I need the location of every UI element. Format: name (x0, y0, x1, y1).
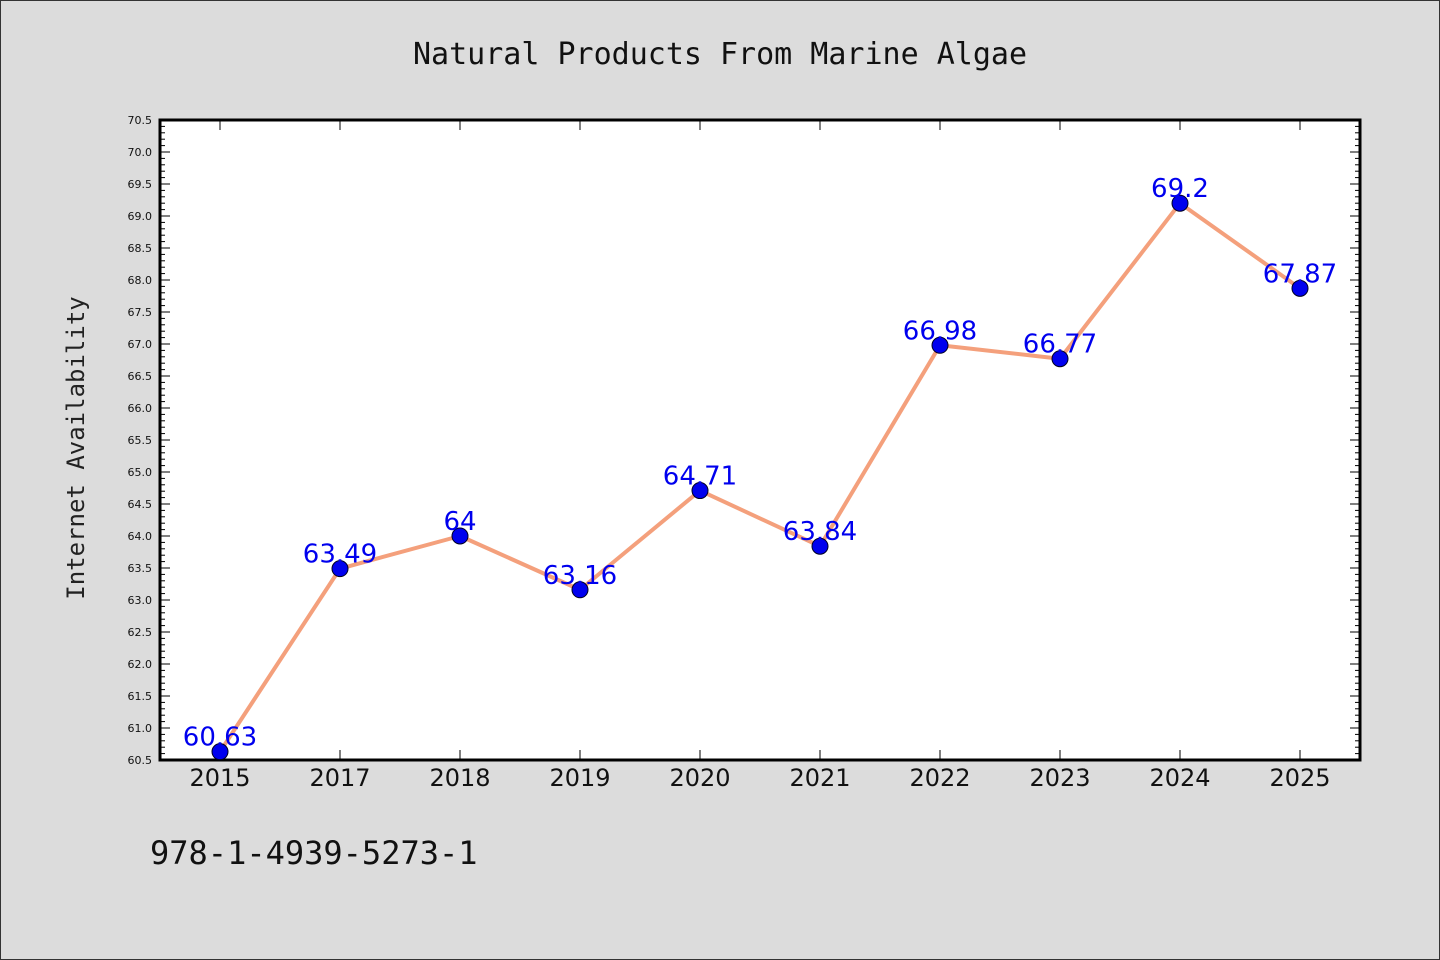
data-label: 66.77 (1023, 330, 1097, 360)
isbn-footer: 978-1-4939-5273-1 (150, 834, 478, 872)
y-tick-label: 65.5 (128, 434, 153, 447)
data-point (211, 743, 229, 761)
data-label: 64 (443, 507, 476, 537)
x-tick-label: 2020 (669, 764, 730, 792)
y-tick-label: 66.0 (128, 402, 153, 415)
data-point (811, 537, 829, 555)
data-label: 67.87 (1263, 259, 1337, 289)
data-label: 66.98 (903, 316, 977, 346)
data-point (451, 527, 469, 545)
data-label: 63.49 (303, 540, 377, 570)
y-tick-label: 66.5 (128, 370, 153, 383)
series-line (218, 201, 1302, 753)
y-tick-label: 62.0 (128, 658, 153, 671)
x-tick-label: 2015 (189, 764, 250, 792)
x-axis: 2015 2017 2018 2019 2020 2021 2022 2023 2024 2025 (189, 120, 1331, 792)
y-tick-label: 60.5 (128, 754, 153, 767)
y-tick-label: 69.0 (128, 210, 153, 223)
data-point (331, 560, 349, 578)
y-axis: 60.5 61.0 61.5 62.0 62.5 63.0 63.5 64.0 64.5 65.0… (128, 114, 1360, 767)
y-tick-label: 61.0 (128, 722, 153, 735)
y-tick-label: 65.0 (128, 466, 153, 479)
y-tick-label: 70.5 (128, 114, 153, 127)
x-tick-label: 2019 (549, 764, 610, 792)
data-point (571, 581, 589, 599)
data-point (691, 482, 709, 500)
data-label-group: 60.63 63.49 64 63.16 64.71 63.84 66.98 66.77 69.… (183, 174, 1337, 752)
data-label: 69.2 (1151, 174, 1209, 204)
y-tick-label: 67.5 (128, 306, 153, 319)
y-tick-label: 64.5 (128, 498, 153, 511)
x-tick-label: 2022 (909, 764, 970, 792)
plot-area (158, 118, 1362, 762)
series-marker-group (211, 194, 1309, 761)
x-tick-label: 2021 (789, 764, 850, 792)
y-tick-label: 63.5 (128, 562, 153, 575)
data-label: 63.16 (543, 561, 617, 591)
y-tick-label: 68.0 (128, 274, 153, 287)
data-label: 64.71 (663, 462, 737, 492)
y-tick-label: 67.0 (128, 338, 153, 351)
y-tick-label: 68.5 (128, 242, 153, 255)
data-point (1051, 350, 1069, 368)
x-tick-label: 2018 (429, 764, 490, 792)
data-point (1171, 194, 1189, 212)
series-line-group (218, 201, 1302, 753)
y-tick-label: 63.0 (128, 594, 153, 607)
x-tick-label: 2023 (1029, 764, 1090, 792)
y-tick-label: 62.5 (128, 626, 153, 639)
x-tick-label: 2017 (309, 764, 370, 792)
y-tick-label: 70.0 (128, 146, 153, 159)
data-label: 63.84 (783, 517, 857, 547)
data-point (931, 336, 949, 354)
y-tick-label: 69.5 (128, 178, 153, 191)
chart-title: Natural Products From Marine Algae (413, 37, 1027, 72)
data-point (1291, 279, 1309, 297)
x-tick-label: 2025 (1269, 764, 1330, 792)
y-tick-label: 61.5 (128, 690, 153, 703)
y-axis-label: Internet Availability (62, 296, 90, 599)
y-tick-label: 64.0 (128, 530, 153, 543)
x-tick-label: 2024 (1149, 764, 1210, 792)
data-label: 60.63 (183, 723, 257, 753)
